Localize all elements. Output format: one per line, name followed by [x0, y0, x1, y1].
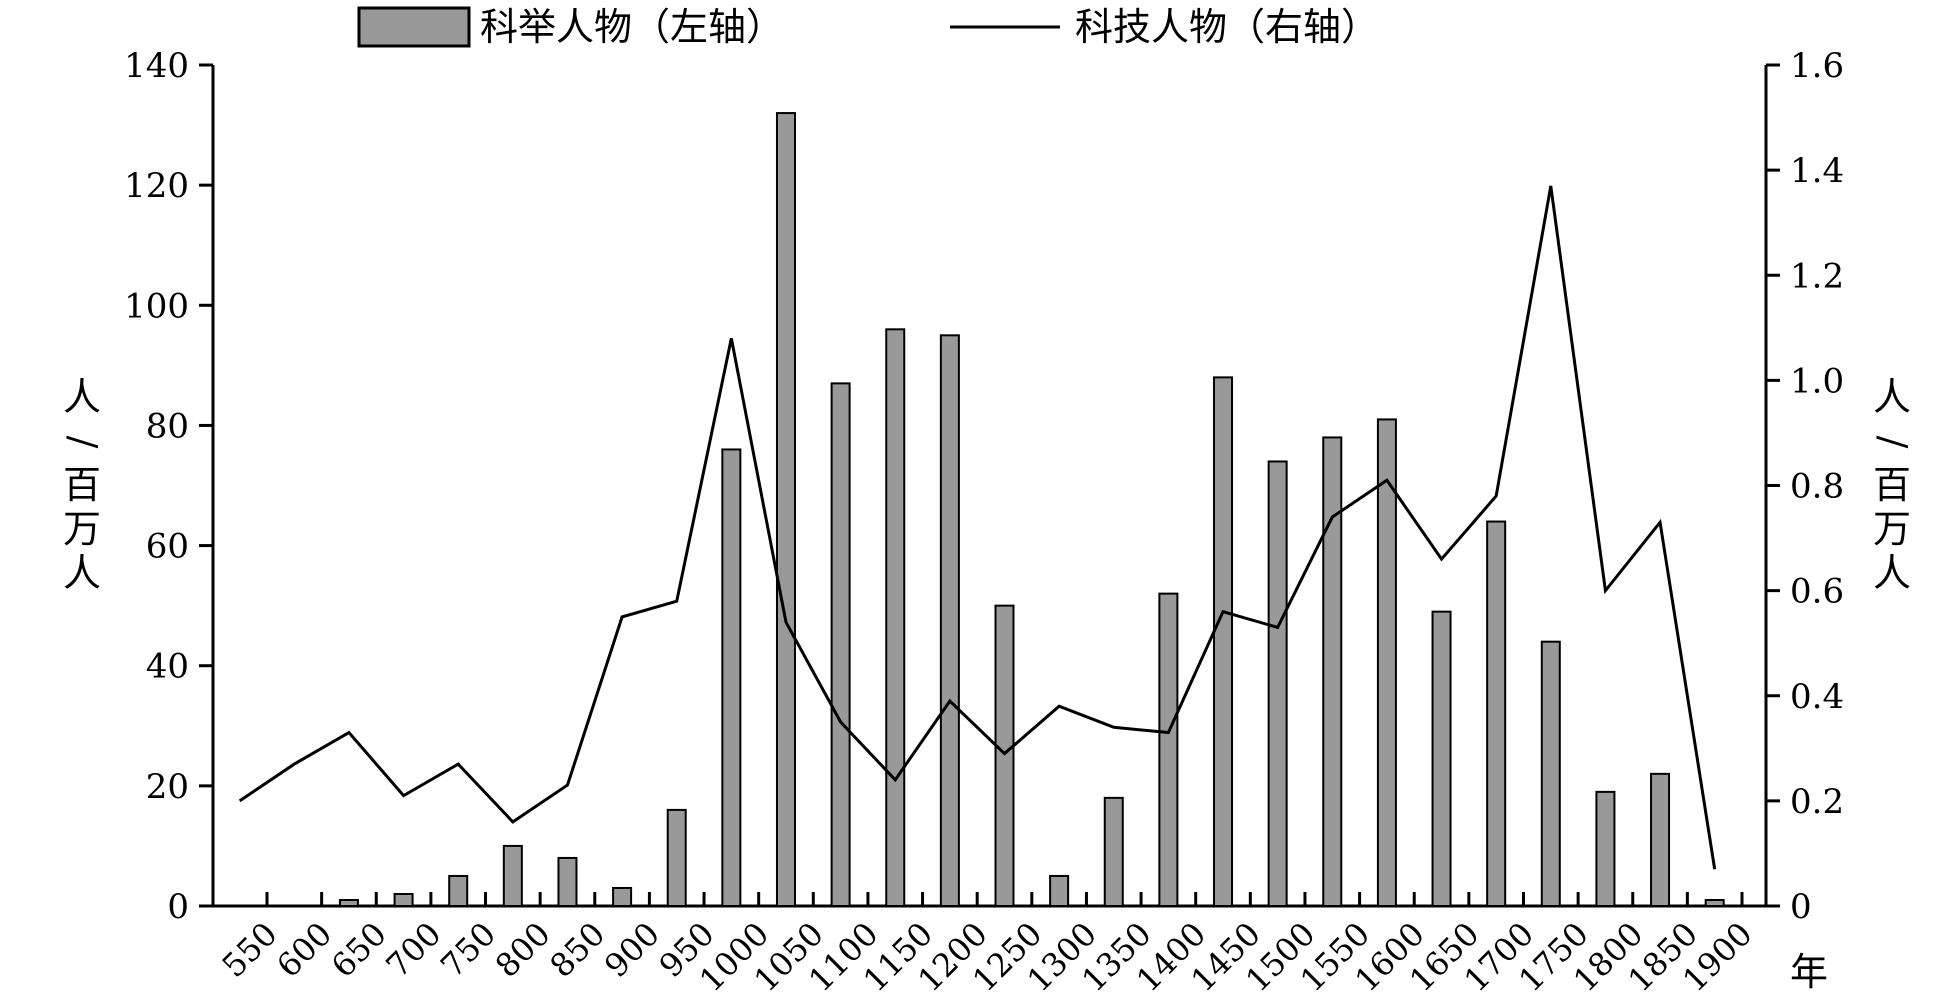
- bar: [557, 856, 578, 908]
- bar-series: [338, 112, 1725, 908]
- axis-title-char: 百: [1873, 463, 1911, 507]
- right-tick-label: 1.4: [1790, 151, 1844, 191]
- left-tick-label: 20: [146, 767, 189, 807]
- bar: [994, 604, 1015, 908]
- x-tick-label: 900: [597, 915, 667, 985]
- bar: [1213, 376, 1234, 908]
- x-tick-label: 600: [269, 915, 339, 985]
- bar: [1376, 418, 1397, 907]
- bar: [1431, 610, 1452, 908]
- legend-label-line: 科技人物（右轴）: [1075, 5, 1379, 49]
- bar: [1595, 790, 1616, 907]
- bar: [393, 892, 414, 908]
- axis-title-char: 人: [63, 551, 101, 595]
- left-tick-label: 80: [146, 406, 189, 446]
- axis-title-char: 人: [1873, 551, 1911, 595]
- axis-title-char: 人: [63, 375, 101, 419]
- right-tick-label: 1.0: [1790, 361, 1844, 401]
- x-axis-unit-label: 年: [1790, 950, 1828, 994]
- x-tick-label: 650: [324, 915, 394, 985]
- axis-title-char: 人: [1873, 375, 1911, 419]
- right-tick-label: 0.6: [1790, 572, 1844, 612]
- line-path: [238, 185, 1717, 870]
- right-tick-label: 1.6: [1790, 46, 1844, 86]
- bar: [612, 886, 633, 908]
- x-tick-label: 800: [488, 915, 558, 985]
- bar: [1540, 640, 1561, 908]
- left-tick-label: 40: [146, 647, 189, 687]
- bar: [721, 448, 742, 907]
- axis-title-char: /: [61, 436, 105, 449]
- bar: [939, 334, 960, 908]
- bar: [830, 382, 851, 907]
- x-tick-label: 550: [215, 915, 285, 985]
- legend-label-bars: 科举人物（左轴）: [480, 5, 784, 49]
- bar: [502, 844, 523, 908]
- bar: [1650, 772, 1671, 907]
- bar: [1267, 460, 1288, 907]
- right-tick-label: 0.2: [1790, 782, 1844, 822]
- axes: 0 20 40 60 80 100 120 140 0 0.2 0.4 0.6 0.8 1.0 1.2 1.4…: [124, 46, 1844, 999]
- right-tick-label: 0: [1790, 887, 1812, 927]
- bar: [448, 874, 469, 908]
- bar: [338, 898, 359, 908]
- axis-title-char: 万: [1873, 507, 1911, 551]
- bar: [1103, 796, 1124, 907]
- bar: [1704, 898, 1725, 908]
- bar: [775, 112, 796, 908]
- x-tick-label: 850: [542, 915, 612, 985]
- right-axis-title: 人/百万人: [1871, 375, 1915, 595]
- right-tick-label: 0.4: [1790, 677, 1844, 717]
- left-tick-label: 140: [124, 46, 189, 86]
- bar: [666, 808, 687, 908]
- bar: [1322, 436, 1343, 907]
- line-series: [238, 185, 1717, 870]
- left-tick-label: 60: [146, 527, 189, 567]
- axis-title-char: 百: [63, 463, 101, 507]
- bar: [885, 328, 906, 908]
- bar: [1049, 874, 1070, 908]
- left-tick-label: 0: [167, 887, 189, 927]
- bar: [1158, 592, 1179, 908]
- left-tick-label: 100: [124, 286, 189, 326]
- x-tick-label: 750: [433, 915, 503, 985]
- left-tick-label: 120: [124, 166, 189, 206]
- legend-swatch-bars: [357, 6, 471, 48]
- legend: 科举人物（左轴） 科技人物（右轴）: [357, 5, 1379, 49]
- axis-title-char: 万: [63, 507, 101, 551]
- right-tick-label: 1.2: [1790, 256, 1844, 296]
- right-tick-label: 0.8: [1790, 467, 1844, 507]
- bar: [1486, 520, 1507, 907]
- left-axis-title: 人/百万人: [61, 375, 105, 595]
- x-tick-label: 700: [378, 915, 448, 985]
- axis-title-char: /: [1871, 436, 1915, 449]
